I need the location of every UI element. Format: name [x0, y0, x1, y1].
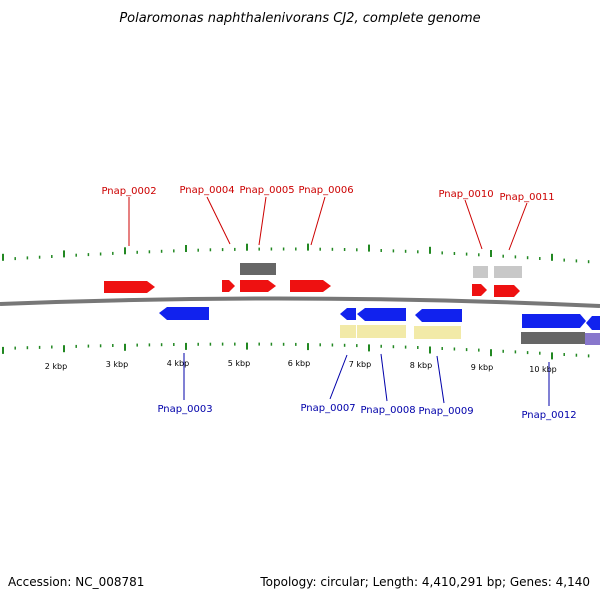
feature-block-light-grey	[473, 266, 488, 278]
scale-label: 3 kbp	[106, 360, 128, 369]
gene-label-reverse: Pnap_0007	[300, 403, 355, 414]
gene-label-forward: Pnap_0006	[298, 185, 353, 196]
scale-label: 9 kbp	[471, 363, 493, 372]
gene-arrow-forward	[472, 284, 487, 296]
scale-label: 2 kbp	[45, 362, 67, 371]
feature-block-yellow	[340, 325, 356, 338]
gene-label-reverse: Pnap_0008	[360, 405, 415, 416]
gene-arrow-reverse	[357, 308, 406, 321]
gene-label-forward: Pnap_0011	[499, 192, 554, 203]
label-leader-line	[380, 353, 388, 402]
gene-arrow-forward	[290, 280, 331, 292]
label-leader-line	[206, 196, 231, 245]
scale-label: 4 kbp	[167, 359, 189, 368]
gene-arrow-reverse	[586, 316, 600, 330]
feature-block-light-grey	[494, 266, 522, 278]
feature-block-yellow	[357, 325, 406, 338]
feature-block-grey	[521, 332, 585, 344]
accession-text: Accession: NC_008781	[8, 575, 144, 589]
genome-summary-text: Topology: circular; Length: 4,410,291 bp…	[259, 575, 590, 589]
feature-block-grey	[240, 263, 276, 275]
feature-block-lavender	[585, 333, 600, 345]
gene-label-forward: Pnap_0004	[179, 185, 234, 196]
scale-label: 7 kbp	[349, 360, 371, 369]
scale-label: 5 kbp	[228, 359, 250, 368]
gene-arrow-reverse	[415, 309, 462, 322]
label-leader-line	[464, 199, 483, 250]
genome-title: Polaromonas naphthalenivorans CJ2, compl…	[119, 11, 480, 26]
gene-arrow-forward	[222, 280, 235, 292]
scale-label: 10 kbp	[529, 365, 557, 374]
scale-label: 8 kbp	[410, 361, 432, 370]
genome-backbone	[0, 296, 600, 308]
gene-label-reverse: Pnap_0012	[521, 410, 576, 421]
gene-arrow-forward	[240, 280, 276, 292]
feature-block-yellow	[414, 326, 461, 339]
gene-arrow-forward	[104, 281, 155, 293]
scale-label: 6 kbp	[288, 359, 310, 368]
gene-arrow-reverse	[522, 314, 586, 328]
label-leader-line	[310, 196, 326, 246]
gene-arrow-forward	[494, 285, 520, 297]
label-leader-line	[508, 202, 528, 251]
label-leader-line	[329, 354, 348, 400]
label-leader-line	[258, 196, 267, 246]
scale-ticks-top	[2, 243, 590, 264]
scale-ticks-bottom	[2, 342, 590, 360]
gene-label-forward: Pnap_0010	[438, 189, 493, 200]
gene-label-reverse: Pnap_0009	[418, 406, 473, 417]
gene-label-reverse: Pnap_0003	[157, 404, 212, 415]
gene-arrow-reverse	[159, 307, 209, 320]
label-leader-line	[436, 355, 445, 404]
gene-arrow-reverse	[340, 308, 356, 320]
gene-label-forward: Pnap_0002	[101, 186, 156, 197]
gene-label-forward: Pnap_0005	[239, 185, 294, 196]
